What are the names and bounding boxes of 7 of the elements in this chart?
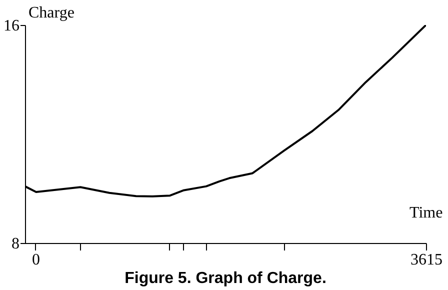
text: Figure 5. Graph of Charge.	[124, 270, 326, 287]
x-tick-label: 3615	[410, 252, 442, 268]
x-tick-label: 0	[32, 252, 40, 268]
x-axis-title: Time	[410, 204, 443, 222]
y-tick-label: 16	[4, 18, 20, 34]
y-axis-title: Charge	[28, 4, 74, 22]
y-tick-label: 8	[12, 236, 20, 252]
